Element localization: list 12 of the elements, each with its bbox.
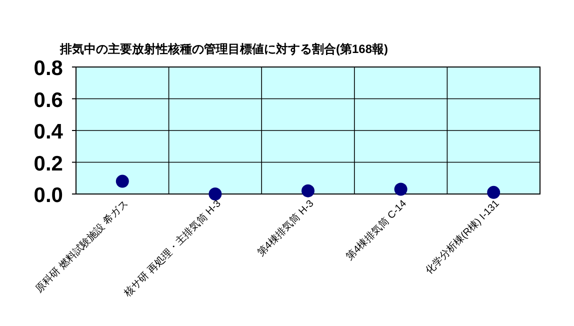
x-tick-label: 第4棟排気筒 H-3 (254, 197, 316, 259)
point (116, 174, 129, 188)
point (487, 186, 500, 199)
y-tick-label: 0.2 (34, 152, 63, 176)
y-tick-label: 0.6 (34, 88, 63, 112)
point (208, 188, 222, 200)
chart-title: 排気中の主要放射性核種の管理目標値に対する割合(第168報) (59, 42, 388, 56)
point (394, 182, 408, 196)
y-tick-label: 0.0 (34, 184, 63, 207)
y-tick-label: 0.8 (34, 57, 64, 80)
y-tick-label: 0.4 (34, 120, 64, 144)
point (302, 184, 314, 198)
